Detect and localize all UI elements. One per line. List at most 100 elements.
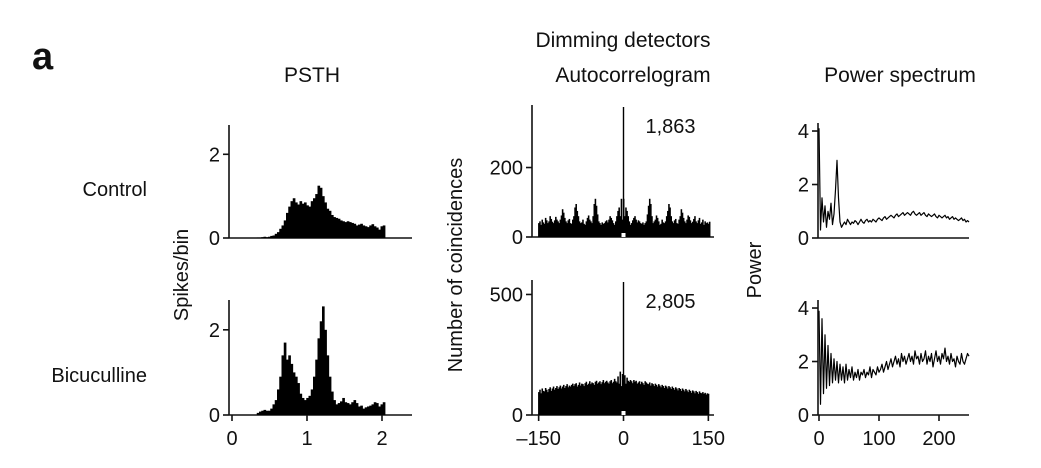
x-tick-label: 100	[862, 428, 895, 450]
histogram-bar	[378, 406, 381, 415]
correlogram-bar	[673, 220, 676, 237]
correlogram-bar	[624, 216, 626, 237]
histogram-bar	[328, 376, 332, 415]
correlogram-bar	[541, 219, 544, 237]
correlogram-bar	[592, 216, 594, 237]
correlogram-bar	[636, 383, 639, 415]
histogram-bar	[288, 355, 291, 415]
histogram-bar	[367, 406, 370, 415]
power-spectrum-line	[818, 310, 970, 405]
correlogram-bar	[690, 392, 693, 415]
histogram-bar	[290, 201, 294, 238]
histogram-bar	[308, 395, 312, 415]
correlogram-bar	[601, 382, 603, 415]
correlogram-bar	[604, 221, 607, 237]
correlogram-bar	[591, 382, 593, 415]
correlogram-bar	[543, 391, 546, 415]
correlogram-bar	[706, 393, 709, 415]
correlogram-bar	[605, 380, 608, 415]
correlogram-bar	[662, 386, 665, 415]
correlogram-bar	[591, 223, 593, 237]
correlogram-bar	[557, 388, 559, 415]
correlogram-bar	[569, 386, 572, 415]
correlogram-bar	[699, 223, 702, 237]
correlogram-bar	[625, 207, 627, 237]
correlogram-bar	[599, 381, 601, 415]
correlogram-bar	[645, 382, 648, 415]
correlogram-bar	[600, 384, 602, 415]
correlogram-bar	[609, 381, 611, 415]
histogram-bar	[290, 363, 294, 415]
correlogram-bar	[614, 381, 617, 415]
y-tick-label: 500	[490, 284, 523, 306]
correlogram-bar	[550, 218, 553, 237]
correlogram-bar	[643, 384, 645, 415]
y-tick-label: 2	[209, 144, 220, 166]
correlogram-bar	[624, 375, 626, 415]
y-tick-label: 2	[798, 175, 809, 197]
correlogram-bar	[582, 219, 584, 237]
correlogram-bar	[697, 220, 700, 237]
correlogram-bar	[538, 223, 540, 237]
histogram-bar	[353, 400, 357, 415]
correlogram-bar	[583, 386, 585, 415]
correlogram-bar	[694, 216, 696, 237]
correlogram-bar	[693, 218, 695, 237]
correlogram-bar	[653, 221, 656, 237]
histogram-bar	[324, 329, 327, 415]
correlogram-bar	[567, 220, 570, 237]
x-tick-label: –150	[516, 428, 561, 450]
histogram-bar	[351, 402, 354, 415]
histogram-bar	[301, 203, 305, 238]
correlogram-bar	[661, 384, 663, 415]
correlogram-bar	[688, 389, 691, 415]
histogram-bar	[272, 235, 276, 238]
histogram-bar	[324, 202, 327, 238]
histogram-bar	[313, 198, 316, 238]
histogram-bar	[261, 237, 264, 238]
histogram-bar	[326, 355, 330, 415]
histogram-bar	[288, 206, 291, 238]
histogram-bar	[268, 236, 271, 238]
center-peak-count-label: 2,805	[646, 291, 696, 313]
y-tick-label: 4	[798, 298, 809, 320]
correlogram-bar	[702, 219, 704, 237]
correlogram-bar	[684, 221, 686, 237]
correlogram-bar	[652, 384, 654, 415]
correlogram-bar	[574, 384, 576, 415]
correlogram-bar	[574, 207, 576, 237]
correlogram-bar	[584, 383, 587, 415]
y-tick-label: 0	[512, 405, 523, 427]
histogram-bar	[378, 229, 381, 238]
correlogram-bar	[707, 393, 710, 415]
correlogram-bar	[687, 392, 689, 415]
correlogram-bar	[665, 216, 668, 237]
correlogram-bar	[660, 223, 662, 237]
histogram-bar	[326, 208, 330, 238]
correlogram-bar	[677, 223, 679, 237]
correlogram-bar	[572, 383, 574, 415]
correlogram-bar	[560, 215, 563, 237]
histogram-bar	[299, 393, 303, 415]
correlogram-bar	[686, 390, 688, 415]
histogram-bar	[274, 400, 278, 415]
correlogram-bar	[638, 381, 641, 415]
histogram-bar	[308, 206, 312, 238]
correlogram-bar	[568, 385, 571, 415]
histogram-bar	[292, 372, 296, 415]
histogram-bar	[328, 210, 332, 238]
psth-control-chart: 02	[209, 125, 412, 250]
correlogram-bar	[671, 386, 674, 415]
correlogram-bar	[570, 223, 573, 237]
correlogram-bar	[564, 388, 566, 415]
correlogram-bar	[637, 382, 640, 415]
histogram-bar	[310, 389, 314, 415]
histogram-bar	[319, 321, 323, 415]
y-tick-label: 2	[209, 320, 220, 342]
correlogram-bar	[593, 204, 596, 237]
correlogram-bar	[676, 223, 678, 237]
correlogram-bar	[668, 386, 670, 415]
correlogram-bar	[543, 223, 546, 237]
correlogram-bar	[542, 222, 545, 237]
correlogram-bar	[619, 216, 622, 237]
